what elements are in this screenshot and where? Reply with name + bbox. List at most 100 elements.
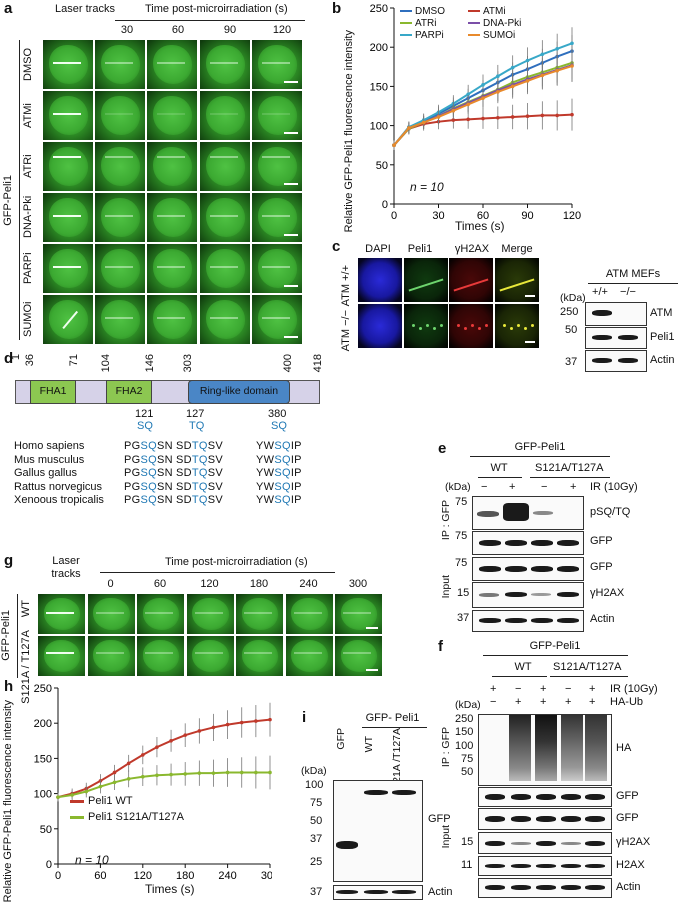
- sequence-motif: PGSQSN: [124, 481, 173, 493]
- data-point: [496, 115, 500, 120]
- laser-track: [53, 62, 81, 64]
- damage-stripe: [95, 652, 124, 654]
- blot-actin: [478, 878, 612, 898]
- data-point: [183, 733, 187, 737]
- focus-dot: [523, 327, 527, 330]
- nucleus: [101, 248, 141, 289]
- microscopy-image: [251, 244, 302, 293]
- sequence-motif: YWSQIP: [256, 481, 302, 493]
- ir-sign: −: [541, 481, 548, 493]
- data-point: [155, 745, 159, 749]
- y-tick-label: 100: [370, 121, 388, 133]
- marker: 250: [560, 306, 579, 318]
- data-point: [570, 64, 574, 68]
- marker: 37: [457, 612, 470, 624]
- y-tick-label: 100: [34, 789, 52, 801]
- ha-sign: +: [540, 696, 547, 708]
- data-point: [407, 126, 411, 130]
- sequence-motif: YWSQIP: [256, 454, 302, 466]
- microscopy-image: [251, 142, 302, 191]
- damage-stripe: [105, 215, 134, 217]
- marker: 100: [455, 740, 474, 752]
- residues: SD: [176, 494, 192, 506]
- time-label: 300: [348, 578, 368, 590]
- data-point: [254, 719, 258, 723]
- data-point: [84, 789, 89, 794]
- damage-stripe: [194, 612, 223, 614]
- marker: 15: [461, 836, 474, 848]
- microscopy-image: [43, 142, 93, 191]
- band-label: H2AX: [616, 859, 645, 871]
- data-point: [141, 753, 145, 757]
- nucleus: [340, 640, 378, 672]
- focus-dot: [502, 324, 506, 327]
- time-header: Time post-microirradiation (s): [165, 556, 308, 568]
- sequence-motif: YWSQIP: [256, 467, 302, 479]
- blot-gfp-input: [472, 557, 584, 581]
- ir-sign: +: [540, 683, 547, 695]
- data-point: [451, 118, 456, 122]
- panel-letter: g: [4, 552, 14, 569]
- data-point: [555, 46, 559, 51]
- damage-stripe: [157, 317, 186, 319]
- data-point: [225, 770, 230, 775]
- focus-dot: [464, 327, 467, 330]
- damage-stripe: [453, 278, 489, 292]
- microscopy-image: [95, 193, 146, 242]
- row-label: S121A / T127A: [20, 630, 32, 704]
- nucleus: [153, 44, 193, 85]
- nucleus: [153, 197, 193, 238]
- damage-stripe: [105, 113, 134, 115]
- marker: 37: [310, 833, 323, 845]
- microscopy-image: [43, 295, 93, 344]
- sequence-motif: YWSQIP: [256, 494, 302, 506]
- gfp-peli1-side-label: GFP-Peli1: [2, 175, 14, 226]
- band-label: Actin: [650, 354, 675, 366]
- chart-h: 0 50 100 150 200 250 0 60 120 180 240 300: [34, 683, 272, 882]
- microscopy-image: [186, 636, 234, 676]
- y-tick-label: 50: [376, 160, 388, 172]
- blot-title: GFP-Peli1: [529, 640, 581, 652]
- data-point: [496, 74, 500, 79]
- damage-stripe: [157, 156, 186, 158]
- damage-stripe: [408, 278, 443, 292]
- marker: 75: [455, 557, 468, 569]
- chart-b-ylabel: Relative GFP-Peli1 fluorescence intensit…: [343, 30, 355, 233]
- data-point: [169, 739, 173, 743]
- phospho-site: TQ: [191, 453, 208, 466]
- nucleus: [153, 146, 193, 187]
- legend-item: Peli1 WT: [70, 795, 133, 807]
- blot-title: GFP-Peli1: [514, 441, 566, 453]
- damage-stripe: [209, 266, 238, 268]
- legend-swatch: [468, 34, 480, 37]
- if-image: [449, 304, 493, 348]
- legend-item: Peli1 S121A/T127A: [70, 811, 184, 823]
- phospho-site: SQ: [274, 440, 291, 452]
- ha-sign: +: [515, 696, 522, 708]
- scale-bar: [366, 627, 378, 629]
- phospho-site: SQ: [274, 480, 291, 493]
- data-point: [392, 143, 396, 147]
- sequence-motif: YWSQIP: [256, 440, 302, 452]
- focus-dot: [457, 324, 460, 327]
- input-label: Input: [440, 575, 452, 599]
- series-line: [57, 771, 270, 799]
- nucleus: [205, 248, 245, 289]
- microscopy-image: [87, 594, 135, 634]
- microscopy-image: [43, 244, 93, 293]
- kda-label: (kDa): [445, 481, 471, 493]
- data-point: [555, 68, 559, 73]
- microscopy-image: [95, 295, 146, 344]
- kda-label: (kDa): [560, 292, 586, 304]
- data-point: [481, 83, 485, 87]
- sequence-motif: SDTQSV: [176, 467, 223, 479]
- microscopy-image: [147, 91, 198, 140]
- phospho-site: SQ: [274, 494, 291, 506]
- x-tick-label: 60: [477, 210, 489, 222]
- time-label: 90: [223, 24, 237, 36]
- nucleus: [101, 197, 141, 238]
- nucleus: [101, 44, 141, 85]
- residues: SD: [176, 480, 192, 493]
- damage-stripe: [244, 612, 272, 614]
- n-label: n = 10: [75, 853, 109, 867]
